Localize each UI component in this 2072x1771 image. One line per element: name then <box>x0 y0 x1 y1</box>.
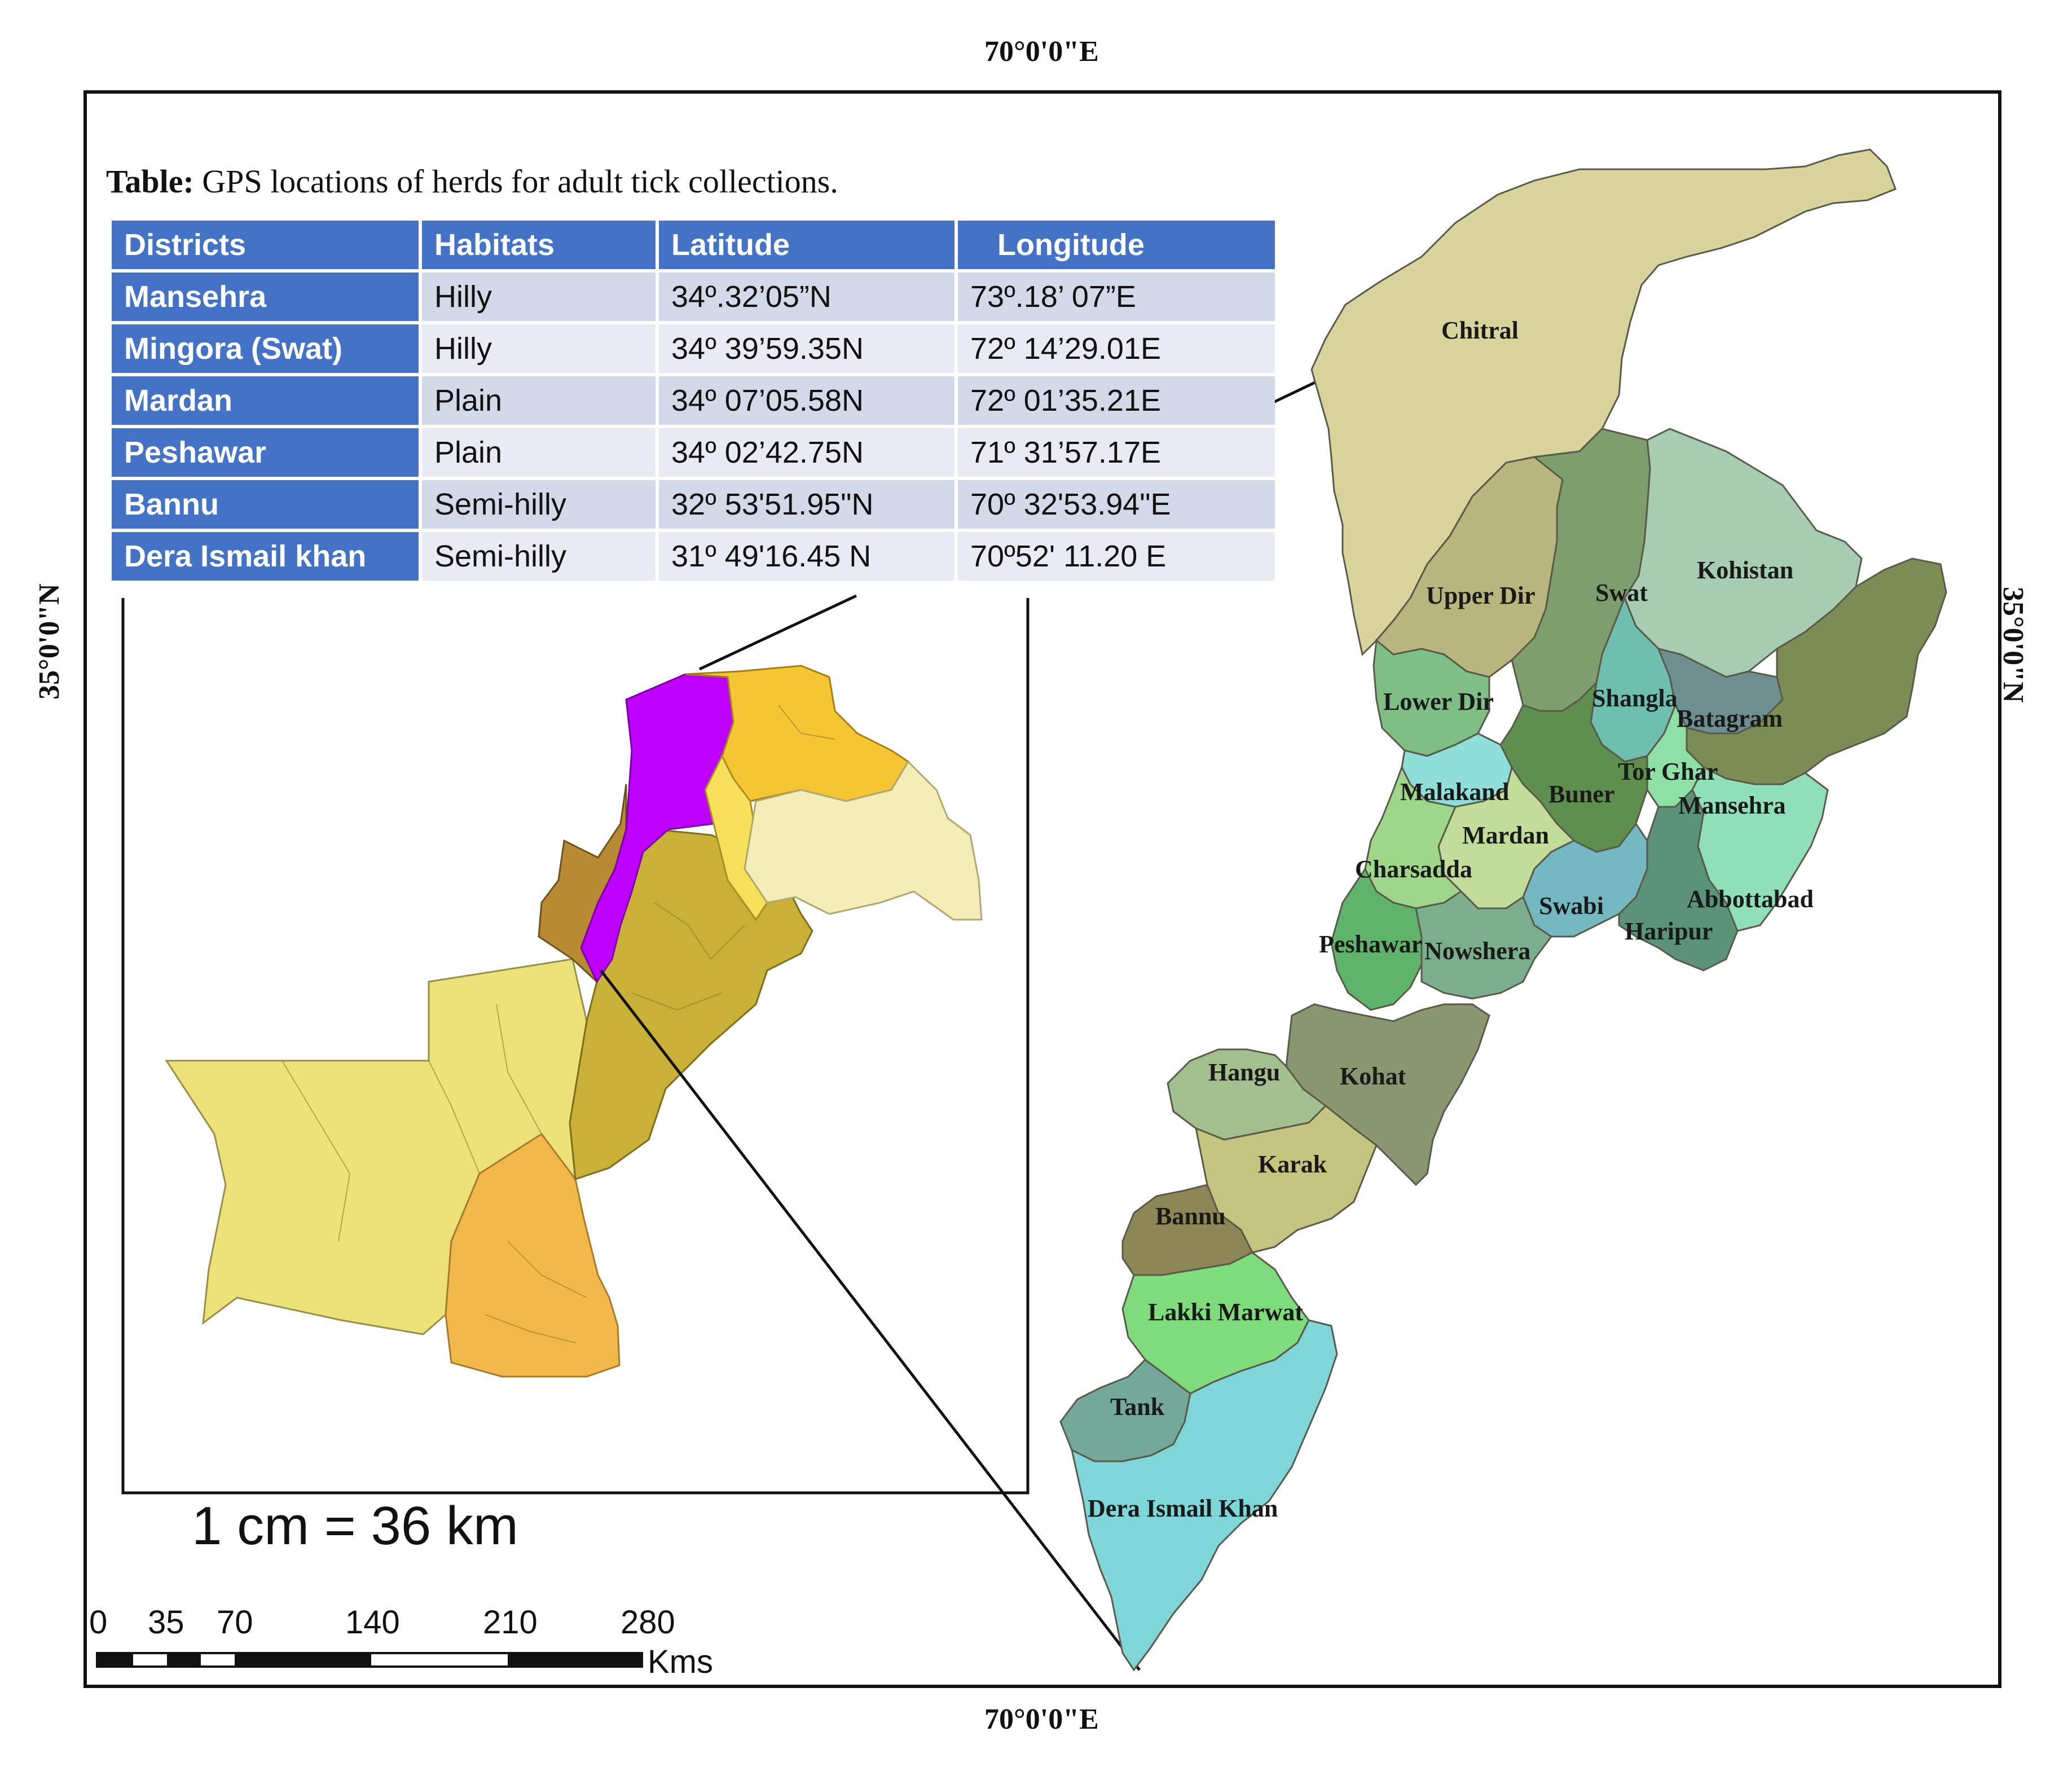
label-lower-dir: Lower Dir <box>1383 688 1494 715</box>
cell-habitat: Hilly <box>422 273 656 321</box>
label-charsadda: Charsadda <box>1355 855 1472 883</box>
label-kohistan: Kohistan <box>1697 556 1793 584</box>
label-shangla: Shangla <box>1592 684 1678 712</box>
scale-tick-label: 280 <box>621 1604 675 1641</box>
scale-unit-label: Kms <box>648 1643 713 1680</box>
inset-district-lines <box>281 705 835 1343</box>
scale-bar-segment <box>201 1654 235 1665</box>
scale-bar-segment <box>133 1654 167 1665</box>
cell-habitat: Hilly <box>422 324 656 373</box>
label-tor-ghar: Tor Ghar <box>1618 758 1718 785</box>
label-tank: Tank <box>1110 1393 1165 1421</box>
cell-district: Bannu <box>112 480 419 529</box>
map-frame <box>83 90 2001 1688</box>
cell-longitude: 70º52' 11.20 E <box>958 532 1275 581</box>
cell-latitude: 34º 07’05.58N <box>659 376 954 425</box>
scale-bar-segment <box>167 1654 201 1665</box>
cell-district: Dera Ismail khan <box>112 532 419 581</box>
label-upper-dir: Upper Dir <box>1426 582 1536 609</box>
cell-latitude: 34º 39’59.35N <box>659 324 954 373</box>
cell-habitat: Semi-hilly <box>422 480 656 529</box>
scale-ratio-label: 1 cm = 36 km <box>192 1496 518 1556</box>
scale-bar-segment <box>508 1654 641 1665</box>
label-dera-ismail-khan: Dera Ismail Khan <box>1088 1495 1278 1522</box>
label-batagram: Batagram <box>1677 705 1783 732</box>
cell-longitude: 72º 14’29.01E <box>958 324 1275 373</box>
cell-latitude: 34º 02’42.75N <box>659 428 954 477</box>
header-latitude: Latitude <box>659 221 954 269</box>
cell-latitude: 32º 53'51.95"N <box>659 480 954 529</box>
cell-longitude: 72º 01’35.21E <box>958 376 1275 425</box>
district-labels: Chitral Upper Dir Swat Kohistan Lower Di… <box>1088 317 1814 1522</box>
header-districts: Districts <box>112 221 419 269</box>
label-swat: Swat <box>1595 579 1648 607</box>
cell-district: Mardan <box>112 376 419 425</box>
cell-longitude: 70º 32'53.94"E <box>958 480 1275 529</box>
header-habitats: Habitats <box>422 221 656 269</box>
cell-longitude: 73º.18’ 07”E <box>958 273 1275 321</box>
table-caption-text: GPS locations of herds for adult tick co… <box>193 163 838 200</box>
cell-district: Mingora (Swat) <box>112 324 419 373</box>
label-mardan: Mardan <box>1462 821 1549 849</box>
district-abbottabad[interactable] <box>1691 766 1829 932</box>
label-mansehra: Mansehra <box>1678 792 1786 819</box>
scale-tick-label: 70 <box>217 1604 253 1641</box>
scale-bar <box>96 1652 643 1668</box>
label-nowshera: Nowshera <box>1424 937 1530 965</box>
table-row: Dera Ismail khan Semi-hilly 31º 49'16.45… <box>112 532 1275 581</box>
table-row: Mingora (Swat) Hilly 34º 39’59.35N 72º 1… <box>112 324 1275 373</box>
district-peshawar[interactable] <box>1330 867 1423 1011</box>
scale-bar-segment <box>98 1654 133 1665</box>
table-row: Mardan Plain 34º 07’05.58N 72º 01’35.21E <box>112 376 1275 425</box>
table-row: Mansehra Hilly 34º.32’05”N 73º.18’ 07”E <box>112 273 1275 321</box>
table-row: Peshawar Plain 34º 02’42.75N 71º 31’57.1… <box>112 428 1275 477</box>
district-nowshera[interactable] <box>1415 890 1553 1000</box>
kashmir-region <box>744 760 983 921</box>
district-mansehra[interactable] <box>1686 557 1947 785</box>
table-row: Bannu Semi-hilly 32º 53'51.95"N 70º 32'5… <box>112 480 1275 529</box>
gps-table: Districts Habitats Latitude Longitude Ma… <box>108 217 1278 584</box>
cell-district: Peshawar <box>112 428 419 477</box>
scale-tick-label: 210 <box>483 1604 538 1641</box>
district-dera-ismail-khan[interactable] <box>1070 1319 1338 1672</box>
cell-longitude: 71º 31’57.17E <box>958 428 1275 477</box>
longitude-label-top: 70°0'0"E <box>984 36 1099 68</box>
label-bannu: Bannu <box>1155 1202 1226 1230</box>
table-caption: Table: GPS locations of herds for adult … <box>106 162 838 200</box>
scale-bar-segment <box>235 1654 371 1665</box>
cell-district: Mansehra <box>112 273 419 321</box>
kpk-district-map <box>1059 148 1947 1672</box>
scale-tick-label: 35 <box>148 1604 184 1641</box>
label-lakki-marwat: Lakki Marwat <box>1148 1298 1303 1326</box>
district-chitral[interactable] <box>1310 148 1897 657</box>
label-kohat: Kohat <box>1340 1062 1406 1090</box>
longitude-label-bottom: 70°0'0"E <box>984 1703 1099 1735</box>
table-caption-bold: Table: <box>106 163 194 200</box>
label-buner: Buner <box>1548 780 1615 808</box>
scale-tick-label: 0 <box>89 1604 108 1641</box>
scale-tick-label: 140 <box>345 1604 400 1641</box>
label-peshawar: Peshawar <box>1319 930 1422 958</box>
label-malakand: Malakand <box>1400 778 1509 806</box>
label-hangu: Hangu <box>1208 1058 1280 1086</box>
pakistan-inset-map <box>165 665 983 1378</box>
inset-frame <box>121 598 1030 1495</box>
label-karak: Karak <box>1258 1150 1327 1178</box>
label-chitral: Chitral <box>1441 317 1519 344</box>
cell-latitude: 31º 49'16.45 N <box>659 532 954 581</box>
cell-habitat: Plain <box>422 428 656 477</box>
cell-habitat: Plain <box>422 376 656 425</box>
scale-bar-segment <box>371 1654 508 1665</box>
label-haripur: Haripur <box>1625 917 1713 945</box>
label-swabi: Swabi <box>1539 892 1604 920</box>
cell-habitat: Semi-hilly <box>422 532 656 581</box>
header-longitude: Longitude <box>958 221 1275 269</box>
table-header-row: Districts Habitats Latitude Longitude <box>112 221 1275 269</box>
district-swabi[interactable] <box>1522 822 1648 938</box>
label-abbottabad: Abbottabad <box>1687 885 1814 913</box>
cell-latitude: 34º.32’05”N <box>659 273 954 321</box>
